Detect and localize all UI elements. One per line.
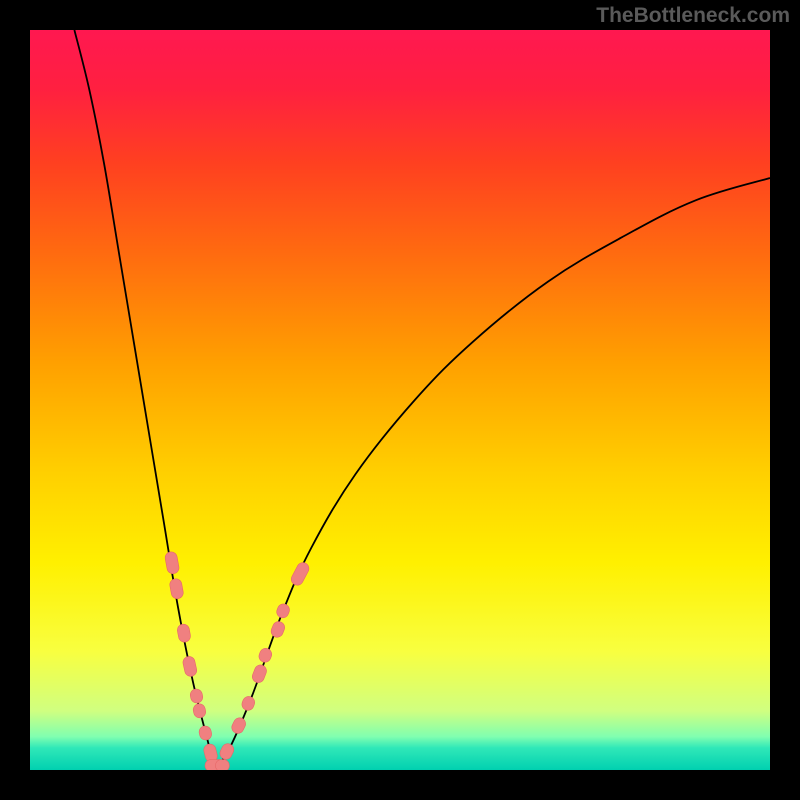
- watermark-text: TheBottleneck.com: [596, 4, 790, 28]
- chart-background: [30, 30, 770, 770]
- bottleneck-chart-svg: [30, 30, 770, 770]
- plot-area: [30, 30, 770, 770]
- chart-container: TheBottleneck.com: [0, 0, 800, 800]
- data-marker: [215, 760, 229, 770]
